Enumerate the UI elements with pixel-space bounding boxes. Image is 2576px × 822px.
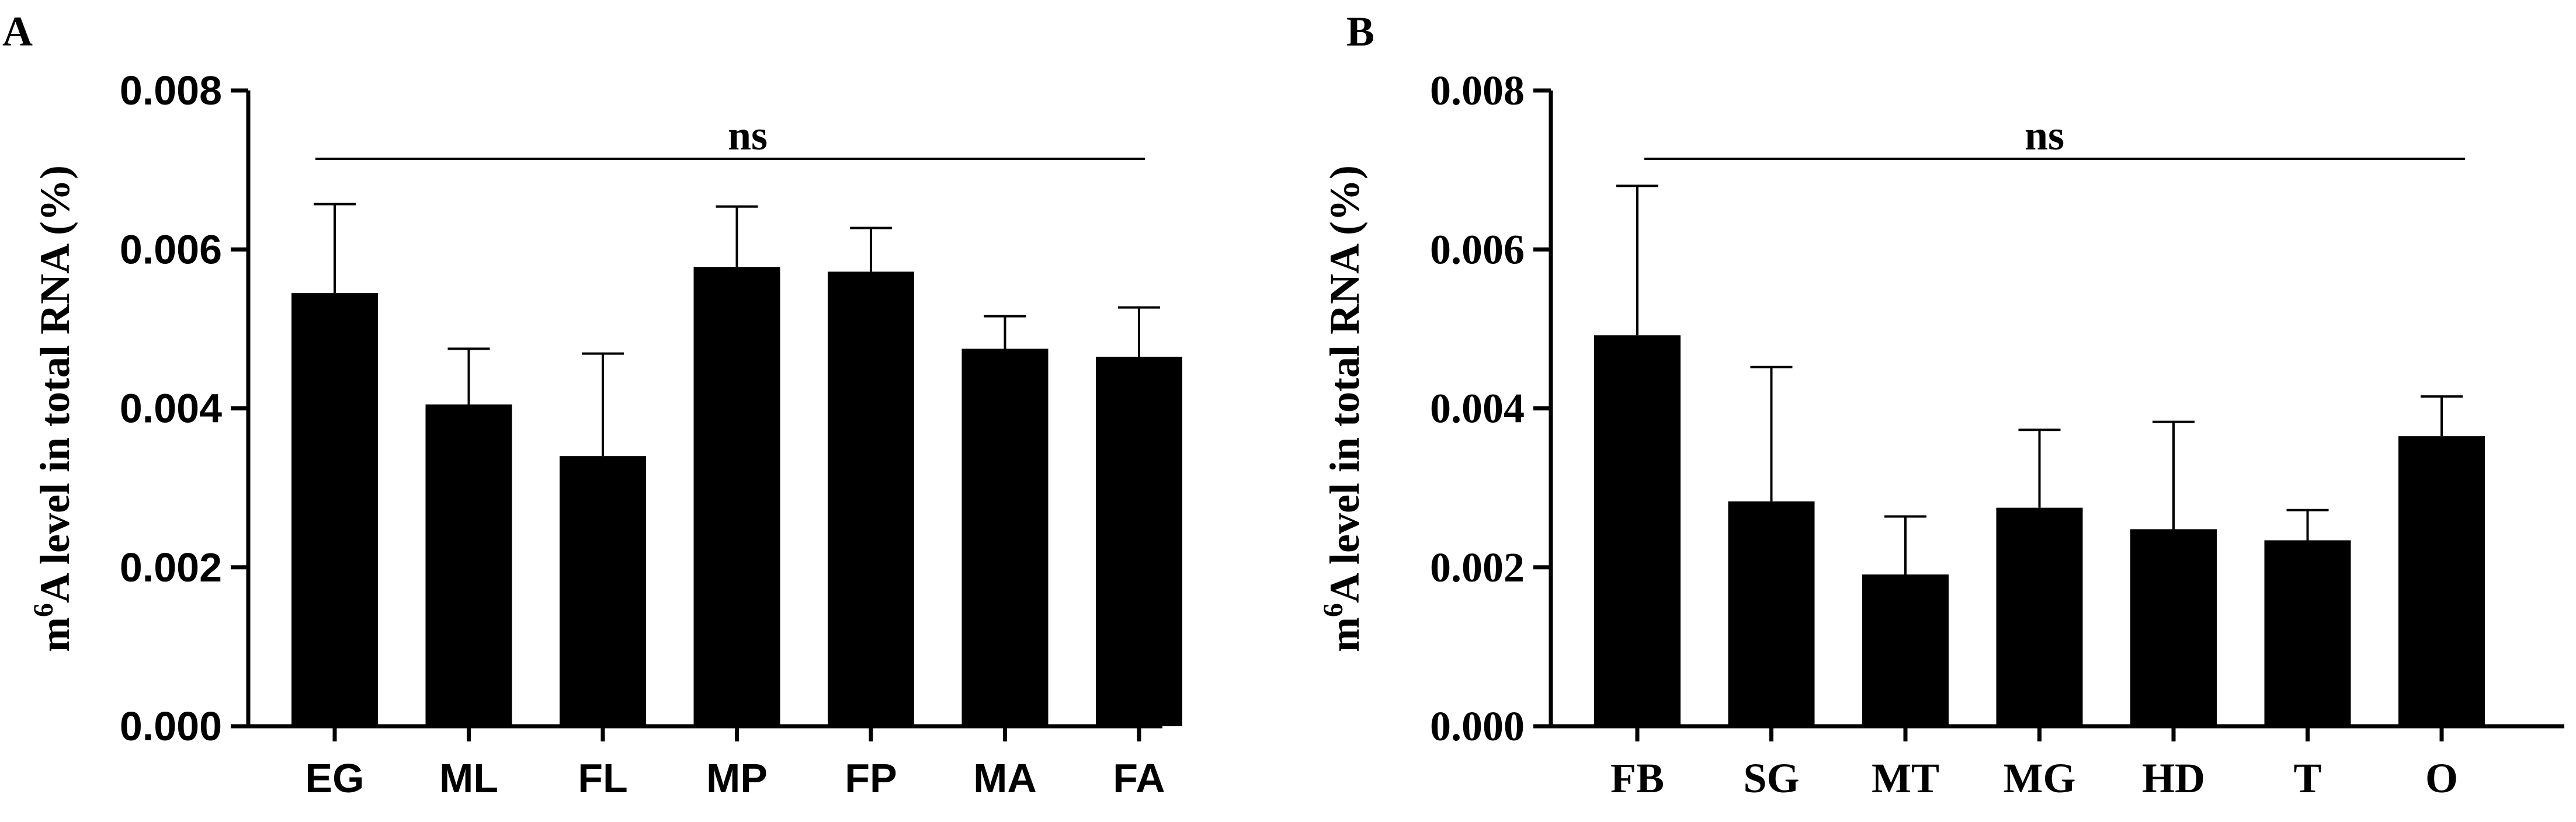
y-tick-label: 0.004 bbox=[1430, 385, 1525, 432]
y-axis-label: m6A level in total RNA (%) bbox=[1318, 165, 1368, 652]
y-tick-label: 0.000 bbox=[120, 703, 222, 749]
bar-sg bbox=[1728, 501, 1815, 726]
x-ticks: EG ML FL MP FP MA FA bbox=[305, 726, 1165, 801]
y-tick-label: 0.002 bbox=[120, 545, 222, 590]
y-axis-label-superscript: 6 bbox=[1318, 603, 1349, 617]
bar-hd bbox=[2130, 529, 2217, 726]
bars bbox=[1594, 184, 2485, 726]
chart-panel-a: A m6A level in total RNA (%) 0.0000.0020… bbox=[2, 8, 1182, 801]
y-axis-label-prefix: m bbox=[32, 617, 78, 652]
x-tick-label-o: O bbox=[2425, 755, 2458, 802]
bar-fa bbox=[1096, 357, 1182, 726]
y-tick-label: 0.002 bbox=[1430, 544, 1525, 591]
significance-label: ns bbox=[2025, 112, 2064, 159]
chart-panel-b: B m6A level in total RNA (%) 0.0000.0020… bbox=[1318, 8, 2564, 802]
x-tick-label-ml: ML bbox=[439, 755, 498, 801]
panel-label: A bbox=[2, 8, 33, 55]
y-axis-label-superscript: 6 bbox=[28, 603, 59, 617]
bar-fb bbox=[1594, 335, 1681, 726]
significance-label: ns bbox=[728, 112, 768, 159]
x-ticks: FB SG MT MG HD T O bbox=[1610, 726, 2458, 802]
x-tick-label-mp: MP bbox=[706, 755, 768, 801]
bar-o bbox=[2398, 436, 2485, 726]
x-tick-label-eg: EG bbox=[305, 755, 364, 801]
bar-mp bbox=[693, 267, 780, 726]
x-tick-label-fp: FP bbox=[845, 755, 897, 801]
y-tick-label: 0.008 bbox=[120, 68, 222, 113]
y-ticks: 0.000 0.002 0.004 0.006 0.008 bbox=[1430, 67, 1551, 750]
x-tick-label-hd: HD bbox=[2142, 755, 2205, 802]
bars bbox=[291, 203, 1182, 726]
bar-mg bbox=[1996, 507, 2083, 726]
y-tick-label: 0.000 bbox=[1430, 703, 1525, 750]
x-tick-label-t: T bbox=[2293, 755, 2321, 802]
x-tick-label-fb: FB bbox=[1610, 755, 1664, 802]
y-axis-label: m6A level in total RNA (%) bbox=[28, 165, 78, 652]
bar-mt bbox=[1862, 574, 1949, 726]
x-tick-label-fa: FA bbox=[1113, 755, 1165, 801]
y-tick-label: 0.006 bbox=[120, 227, 222, 272]
x-tick-label-fl: FL bbox=[578, 755, 628, 801]
x-tick-label-ma: MA bbox=[973, 755, 1037, 801]
y-axis-label-text: A level in total RNA (%) bbox=[32, 165, 78, 603]
bar-fp bbox=[828, 271, 914, 726]
x-tick-label-mt: MT bbox=[1872, 755, 1939, 802]
y-axis-label-text: A level in total RNA (%) bbox=[1321, 165, 1368, 603]
y-tick-label: 0.008 bbox=[1430, 67, 1525, 114]
bar-fl bbox=[560, 456, 646, 726]
y-axis-label-prefix: m bbox=[1321, 617, 1368, 652]
bar-ml bbox=[425, 404, 512, 726]
y-tick-label: 0.006 bbox=[1430, 226, 1525, 273]
bar-ma bbox=[961, 349, 1049, 726]
panel-label: B bbox=[1346, 8, 1374, 55]
x-tick-label-mg: MG bbox=[2004, 755, 2076, 802]
bar-t bbox=[2264, 540, 2351, 726]
y-ticks: 0.000 0.002 0.004 0.006 0.008 bbox=[120, 68, 248, 749]
bar-eg bbox=[291, 293, 378, 726]
y-tick-label: 0.004 bbox=[120, 386, 222, 431]
x-tick-label-sg: SG bbox=[1743, 755, 1799, 802]
